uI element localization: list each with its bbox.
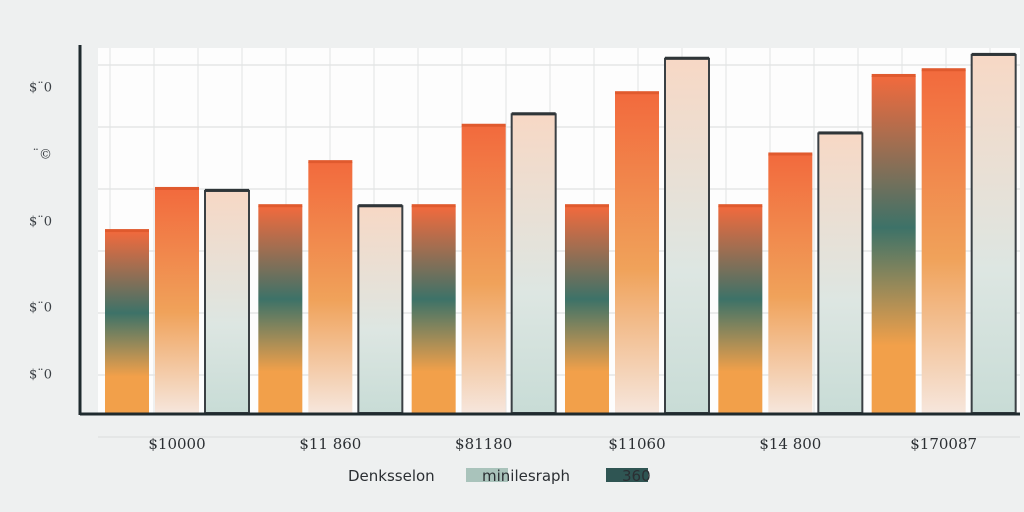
y-tick-label: $¨0 xyxy=(29,301,52,316)
bar-1-1 xyxy=(308,162,353,413)
bar-cap-3-1 xyxy=(615,91,659,95)
bar-5-0 xyxy=(871,75,916,414)
bar-cap-5-0 xyxy=(871,73,916,77)
category-label: $11060 xyxy=(608,435,665,453)
category-label: $11 860 xyxy=(299,435,361,453)
bar-5-1 xyxy=(921,70,966,413)
y-tick-label: $¨0 xyxy=(29,80,52,95)
bar-cap-3-0 xyxy=(565,204,609,208)
bar-3-1 xyxy=(615,93,659,413)
legend-swatch xyxy=(606,468,648,482)
bar-3-0 xyxy=(565,206,609,413)
bar-cap-0-2 xyxy=(205,188,249,192)
bar-cap-5-1 xyxy=(921,68,966,72)
bar-cap-5-2 xyxy=(971,52,1016,56)
bar-2-2 xyxy=(510,113,557,414)
legend-swatch xyxy=(466,468,508,482)
bar-cap-2-2 xyxy=(511,112,556,116)
bar-cap-4-0 xyxy=(718,204,763,208)
bar-cap-0-0 xyxy=(105,229,149,233)
bar-1-0 xyxy=(258,206,303,413)
category-label: $10000 xyxy=(148,435,205,453)
legend-label: minilesraph xyxy=(482,467,570,485)
bar-cap-3-2 xyxy=(665,56,709,60)
bar-2-0 xyxy=(411,206,456,413)
bar-3-2 xyxy=(664,57,710,414)
plot-background xyxy=(98,48,1020,413)
bar-cap-2-0 xyxy=(411,204,456,208)
y-tick-label: $¨0 xyxy=(29,215,52,230)
bar-cap-4-2 xyxy=(818,131,863,135)
bar-cap-0-1 xyxy=(155,186,199,190)
legend-label: Denksselon xyxy=(348,467,435,485)
bar-5-2 xyxy=(970,53,1017,415)
bar-0-1 xyxy=(155,188,199,413)
category-label: $81180 xyxy=(455,435,512,453)
bar-cap-1-1 xyxy=(308,160,353,164)
bar-cap-1-2 xyxy=(358,204,403,208)
y-tick-label: ¨© xyxy=(33,147,53,162)
bar-4-0 xyxy=(718,206,763,413)
bar-4-2 xyxy=(817,132,864,414)
bar-0-0 xyxy=(105,231,149,413)
bar-cap-1-0 xyxy=(258,204,303,208)
bar-1-2 xyxy=(357,205,404,414)
category-label: $14 800 xyxy=(759,435,821,453)
bar-cap-2-1 xyxy=(461,123,506,127)
bar-2-1 xyxy=(461,125,506,413)
legend-label: 360 xyxy=(622,467,651,485)
category-label: $170087 xyxy=(910,435,977,453)
bar-0-2 xyxy=(204,189,250,414)
bar-4-1 xyxy=(768,154,813,413)
bar-cap-4-1 xyxy=(768,152,813,156)
y-tick-label: $¨0 xyxy=(29,368,52,383)
